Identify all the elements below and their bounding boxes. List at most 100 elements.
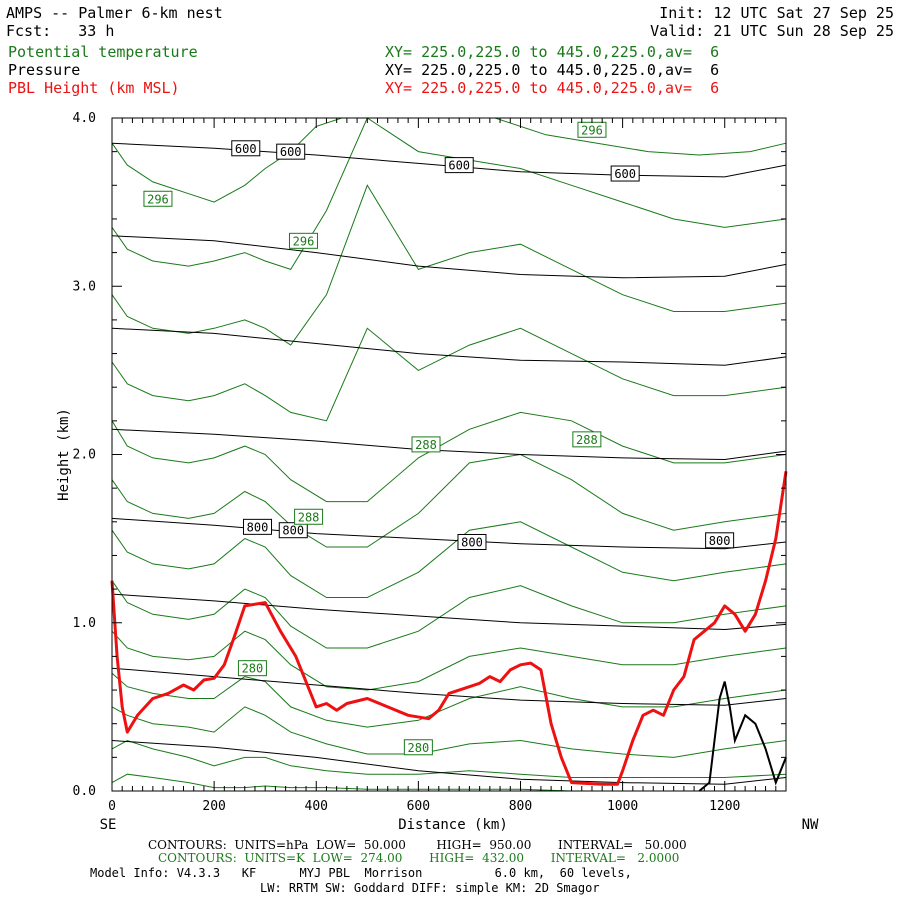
theta-contour-7 [111, 453, 787, 548]
pbl-height-series [110, 471, 788, 786]
pressure-label-2-box [444, 157, 474, 174]
theta-label-4: 288 [572, 431, 602, 448]
y-tick-label-0: 0.0 [73, 784, 96, 799]
pressure-label-6-box [457, 533, 487, 550]
pressure-label-4-box [243, 518, 273, 535]
theta-contour-6 [111, 521, 787, 598]
pressure-contours [111, 142, 787, 785]
pressure-label-3-text: 600 [614, 167, 636, 181]
pressure-label-0: 600 [231, 140, 261, 157]
pressure-contour-900 [111, 667, 787, 706]
pressure-label-1-text: 600 [280, 145, 302, 159]
theta-label-1: 296 [143, 190, 173, 207]
pressure-contour-850 [111, 593, 787, 631]
terrain-profile [698, 681, 787, 792]
theta-label-6-text: 280 [242, 662, 264, 676]
y-axis-label: Height (km) [56, 408, 72, 501]
theta-contour-8 [111, 411, 787, 503]
model-title: AMPS -- Palmer 6-km nest [6, 4, 223, 22]
pressure-label-1-box [276, 143, 306, 160]
theta-contour-3 [111, 672, 787, 728]
pressure-label-7: 800 [705, 532, 735, 549]
contour-labels: 600 600 600 600 800 800 800 800 296 296 296 288 288 2… [143, 121, 735, 756]
theta-label-1-text: 296 [147, 192, 169, 206]
theta-label-3: 288 [411, 436, 441, 453]
forecast-hour: Fcst: 33 h [6, 22, 115, 40]
pressure-contour-800 [111, 517, 787, 550]
y-tick-label-2: 2.0 [73, 448, 96, 463]
theta-label-7-text: 280 [408, 741, 430, 755]
x-tick-label-4: 800 [509, 799, 532, 814]
cross-section-chart: 600 600 600 600 800 800 800 800 296 296 296 288 288 2… [56, 111, 819, 833]
field-name-pbl: PBL Height (km MSL) [8, 79, 180, 97]
pressure-label-2: 600 [444, 157, 474, 174]
pressure-label-3-box [610, 165, 640, 182]
theta-contour-9 [111, 327, 787, 422]
theta-label-6-box [237, 660, 267, 677]
theta-contour-2 [111, 706, 787, 758]
x-tick-label-6: 1200 [709, 799, 740, 814]
theta-contour-1 [111, 739, 787, 778]
pressure-label-1: 600 [276, 143, 306, 160]
y-tick-label-4: 4.0 [73, 111, 96, 126]
theta-label-4-text: 288 [576, 433, 598, 447]
valid-time: Valid: 21 UTC Sun 28 Sep 25 [650, 22, 894, 40]
model-info: Model Info: V4.3.3 KF MYJ PBL Morrison 6… [90, 866, 632, 880]
pressure-label-5-box [278, 522, 308, 539]
field-xy-pbl: XY= 225.0,225.0 to 445.0,225.0,av= 6 [385, 79, 720, 97]
theta-contour-info: CONTOURS: UNITS=K LOW= 274.00 HIGH= 432.… [158, 851, 680, 865]
init-time: Init: 12 UTC Sat 27 Sep 25 [659, 4, 894, 22]
pressure-contour-info: CONTOURS: UNITS=hPa LOW= 50.000 HIGH= 95… [148, 838, 687, 852]
theta-label-2-text: 296 [293, 234, 315, 248]
theta-label-1-box [143, 190, 173, 207]
field-xy-pressure: XY= 225.0,225.0 to 445.0,225.0,av= 6 [385, 61, 720, 79]
pressure-contour-700 [111, 327, 787, 366]
plot-frame [111, 117, 787, 792]
x-tick-label-0: 0 [108, 799, 116, 814]
theta-label-5-box [294, 508, 324, 525]
y-tick-label-3: 3.0 [73, 279, 96, 294]
field-name-theta: Potential temperature [8, 43, 198, 61]
theta-contours [111, 117, 787, 792]
terrain-line [698, 681, 787, 792]
x-tick-label-5: 1000 [607, 799, 638, 814]
pbl-height-line [110, 471, 788, 786]
x-tick-label-1: 200 [202, 799, 225, 814]
theta-label-0: 296 [577, 121, 607, 138]
pressure-label-0-text: 600 [235, 142, 257, 156]
theta-label-7-box [403, 739, 433, 756]
theta-label-6: 280 [237, 660, 267, 677]
theta-label-4-box [572, 431, 602, 448]
pressure-contour-750 [111, 428, 787, 461]
theta-label-3-text: 288 [415, 438, 437, 452]
pressure-label-0-box [231, 140, 261, 157]
theta-label-3-box [411, 436, 441, 453]
theta-label-7: 280 [403, 739, 433, 756]
pressure-label-7-box [705, 532, 735, 549]
x-tick-label-3: 600 [407, 799, 430, 814]
pressure-label-6-text: 800 [461, 535, 483, 549]
field-xy-theta: XY= 225.0,225.0 to 445.0,225.0,av= 6 [385, 43, 720, 61]
theta-contour-4 [111, 630, 787, 691]
y-tick-label-1: 1.0 [73, 616, 96, 631]
theta-contour-11 [111, 117, 787, 270]
pressure-label-6: 800 [457, 533, 487, 550]
theta-label-0-text: 296 [581, 123, 603, 137]
pressure-label-5-text: 800 [282, 524, 304, 538]
theta-contour-5 [111, 580, 787, 649]
theta-label-2-box [288, 232, 318, 249]
field-name-pressure: Pressure [8, 61, 81, 79]
x-axis-label: Distance (km) [398, 817, 508, 833]
nw-end-label: NW [802, 817, 819, 833]
pressure-contour-650 [111, 235, 787, 279]
pressure-label-2-text: 600 [448, 159, 470, 173]
se-end-label: SE [100, 817, 117, 833]
pressure-label-7-text: 800 [709, 534, 731, 548]
theta-label-5-text: 288 [298, 510, 320, 524]
x-tick-label-2: 400 [305, 799, 328, 814]
theta-label-2: 296 [288, 232, 318, 249]
pressure-label-4-text: 800 [247, 520, 269, 534]
pressure-label-5: 800 [278, 522, 308, 539]
theta-contour-10 [111, 184, 787, 346]
pressure-label-4: 800 [243, 518, 273, 535]
